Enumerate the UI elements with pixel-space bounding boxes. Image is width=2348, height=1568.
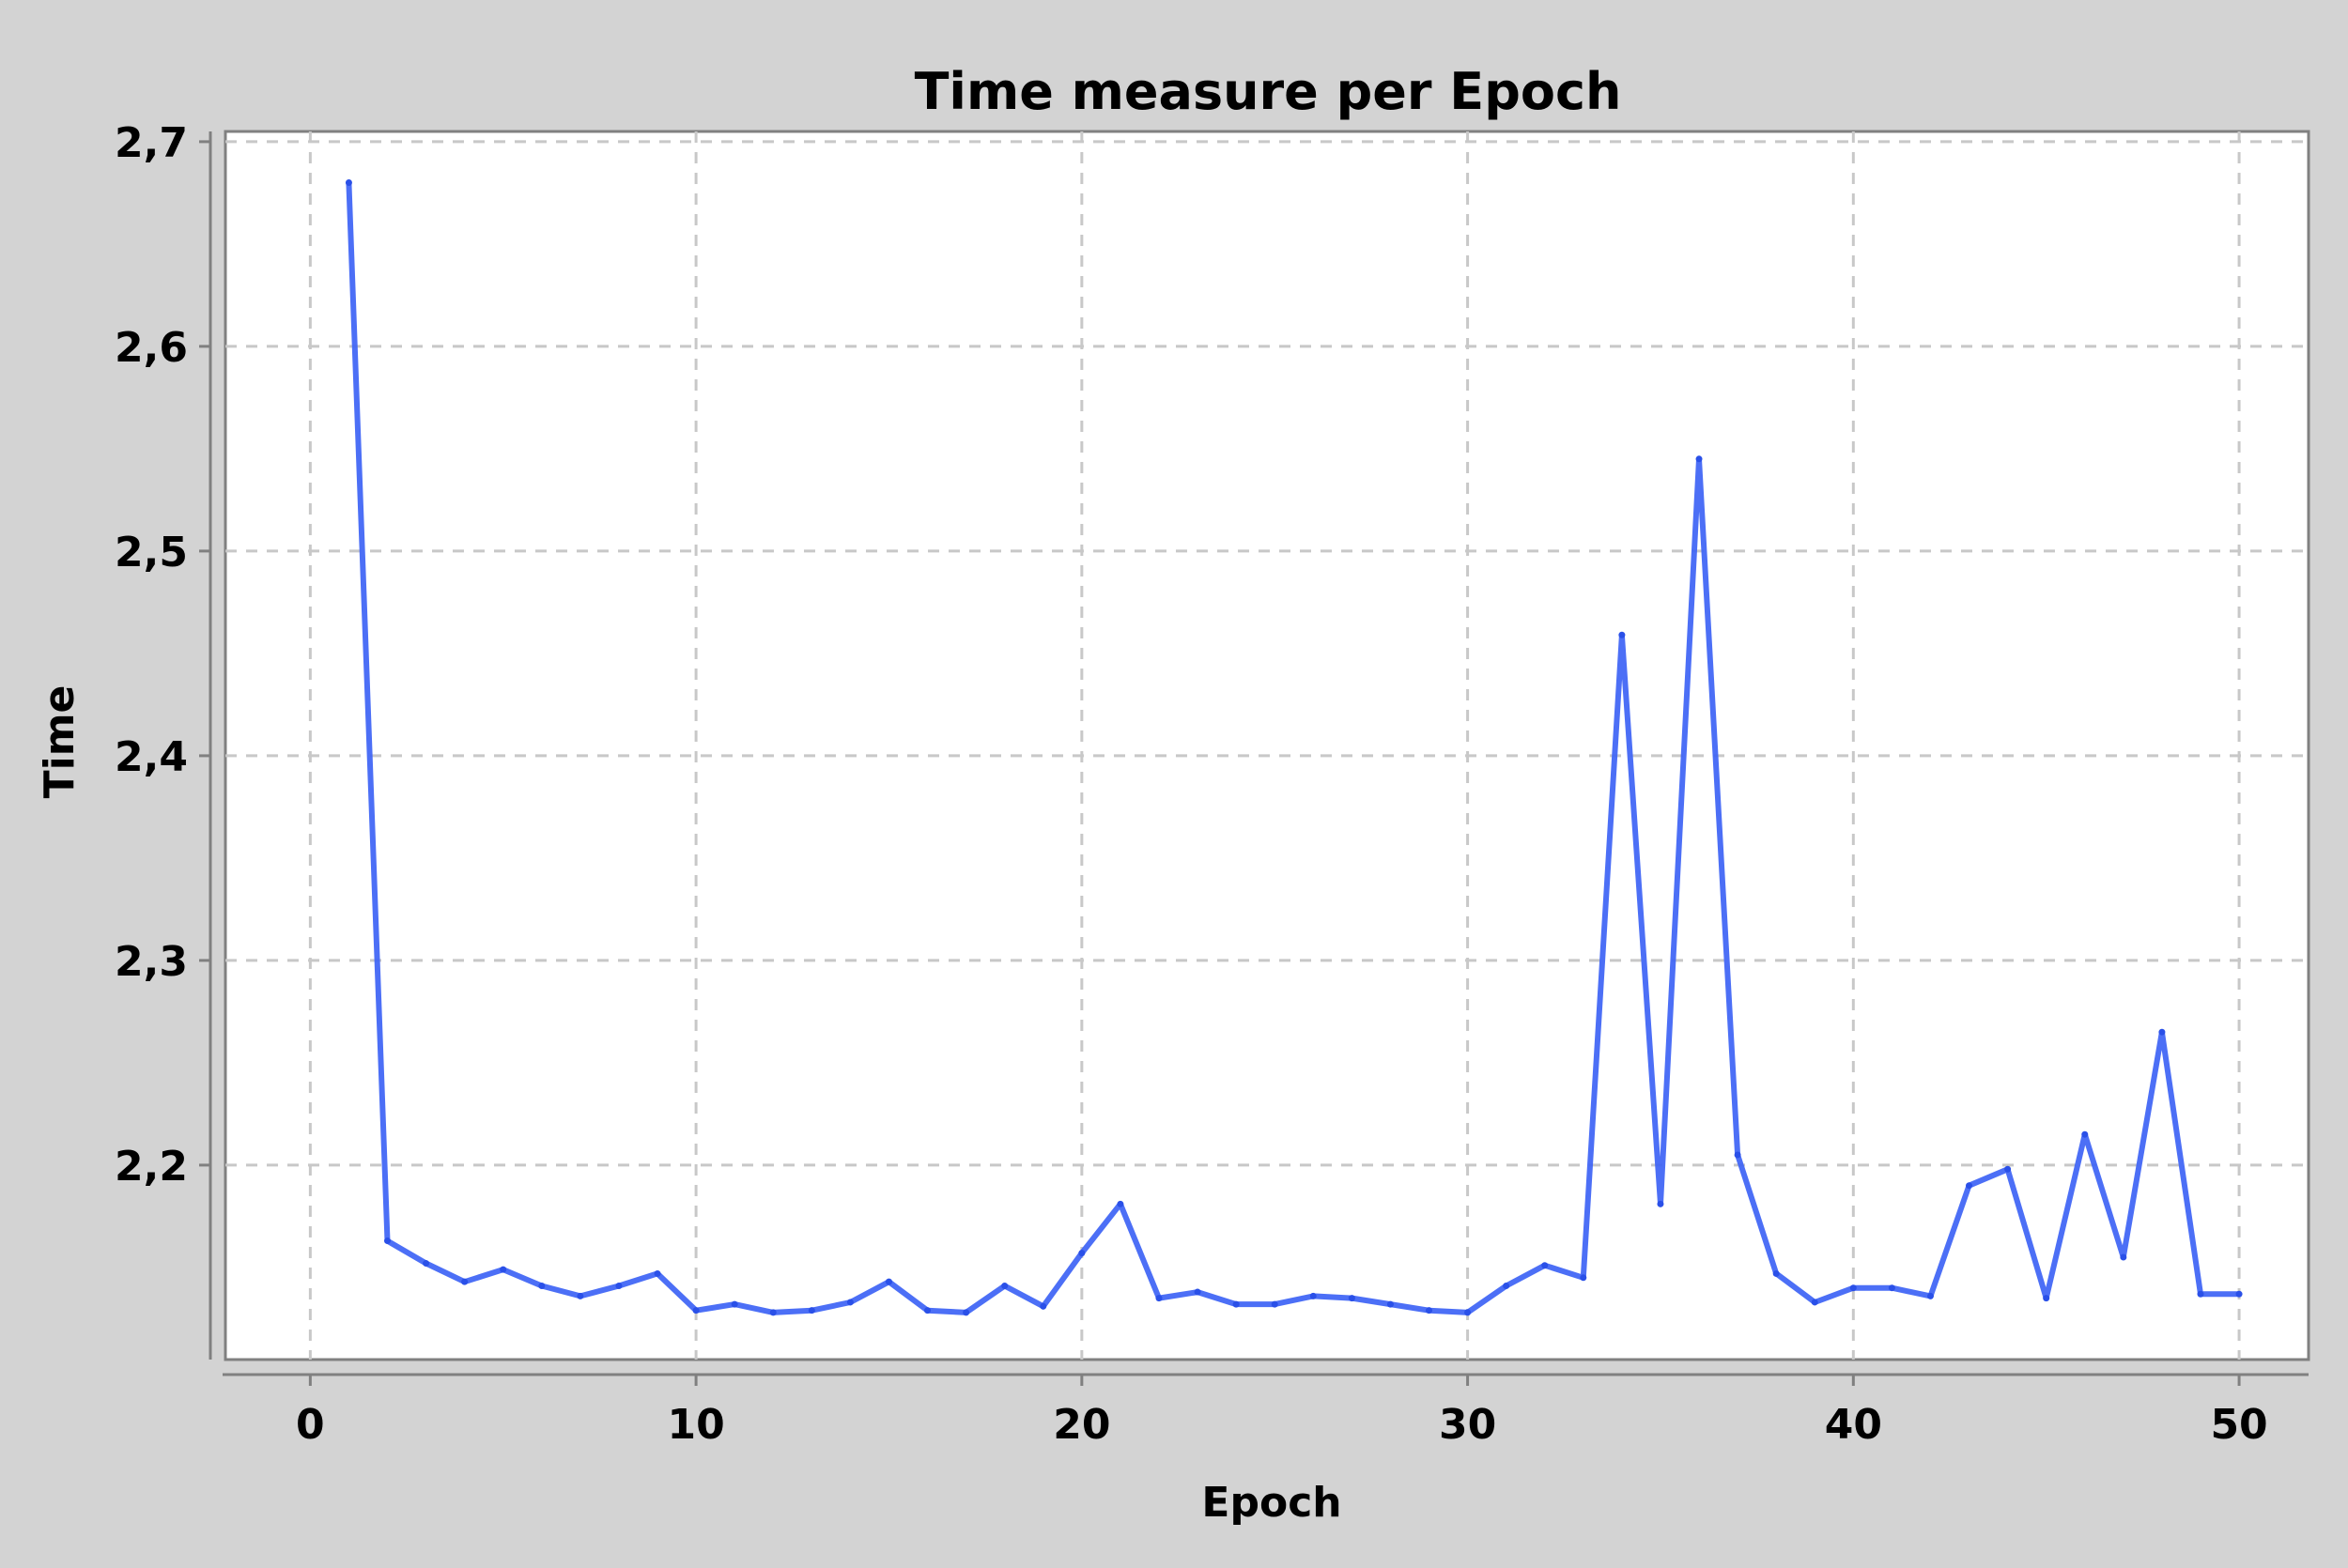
data-point [1078, 1250, 1086, 1257]
data-point [1271, 1300, 1278, 1308]
data-point [1464, 1309, 1472, 1316]
data-point [1232, 1300, 1240, 1308]
y-tick-label: 2,6 [115, 324, 188, 372]
y-tick-label: 2,5 [115, 529, 188, 576]
data-point [1541, 1262, 1549, 1269]
x-tick-label: 20 [1053, 1401, 1110, 1449]
data-point [577, 1292, 584, 1299]
data-point [2004, 1165, 2012, 1173]
plot-area [224, 130, 2310, 1361]
data-point [1888, 1284, 1895, 1292]
data-point [345, 179, 352, 186]
data-point [2235, 1290, 2243, 1298]
data-point [1618, 631, 1626, 638]
data-point [808, 1307, 815, 1314]
data-point [1811, 1299, 1818, 1306]
y-tick-label: 2,3 [115, 938, 188, 986]
data-point [885, 1278, 892, 1285]
data-point [1734, 1151, 1741, 1159]
series-layer [345, 179, 2243, 1316]
data-point [461, 1278, 469, 1285]
x-tick-label: 0 [296, 1401, 325, 1449]
data-point [769, 1309, 777, 1316]
gridlines [225, 131, 2309, 1360]
data-point [1194, 1288, 1201, 1296]
data-point [500, 1266, 507, 1273]
data-point [692, 1307, 700, 1314]
x-tick-label: 50 [2210, 1401, 2267, 1449]
data-point [654, 1269, 661, 1277]
data-point [423, 1260, 430, 1268]
data-point [1155, 1295, 1163, 1302]
y-axis-title: Time [36, 685, 84, 799]
data-point [1580, 1274, 1587, 1282]
data-point [1309, 1292, 1317, 1299]
data-point [2043, 1295, 2050, 1302]
data-point [731, 1300, 738, 1308]
data-point [1772, 1269, 1780, 1277]
data-point [2158, 1028, 2166, 1036]
data-point [1386, 1300, 1394, 1308]
data-point [1040, 1302, 1047, 1310]
x-tick-label: 30 [1439, 1401, 1496, 1449]
data-point [1926, 1292, 1934, 1299]
axis-ticks: 0 10 20 30 40 50 2,2 2,3 2,4 2,5 2,6 2,7 [115, 119, 2268, 1449]
data-point [1966, 1182, 1973, 1190]
series-line [346, 179, 2243, 1315]
x-tick-label: 10 [667, 1401, 724, 1449]
y-tick-label: 2,4 [115, 733, 188, 781]
data-point [538, 1283, 546, 1290]
y-tick-label: 2,7 [115, 119, 188, 167]
data-point [2120, 1253, 2127, 1261]
data-point [1001, 1283, 1009, 1290]
data-point [1695, 455, 1703, 463]
data-point [924, 1307, 932, 1314]
data-point [1849, 1284, 1857, 1292]
data-point [963, 1309, 970, 1316]
data-point [1657, 1200, 1664, 1207]
data-point [1426, 1307, 1433, 1314]
data-point [846, 1299, 854, 1306]
data-point [615, 1283, 623, 1290]
y-tick-label: 2,2 [115, 1143, 188, 1191]
data-point [1117, 1200, 1124, 1207]
data-point [1503, 1283, 1510, 1290]
x-tick-label: 40 [1825, 1401, 1882, 1449]
data-point [2197, 1290, 2204, 1298]
x-axis-title: Epoch [1201, 1479, 1341, 1527]
data-point [1348, 1295, 1355, 1302]
data-point [2081, 1130, 2089, 1138]
data-point [384, 1237, 392, 1245]
chart-title: Time measure per Epoch [915, 62, 1622, 121]
